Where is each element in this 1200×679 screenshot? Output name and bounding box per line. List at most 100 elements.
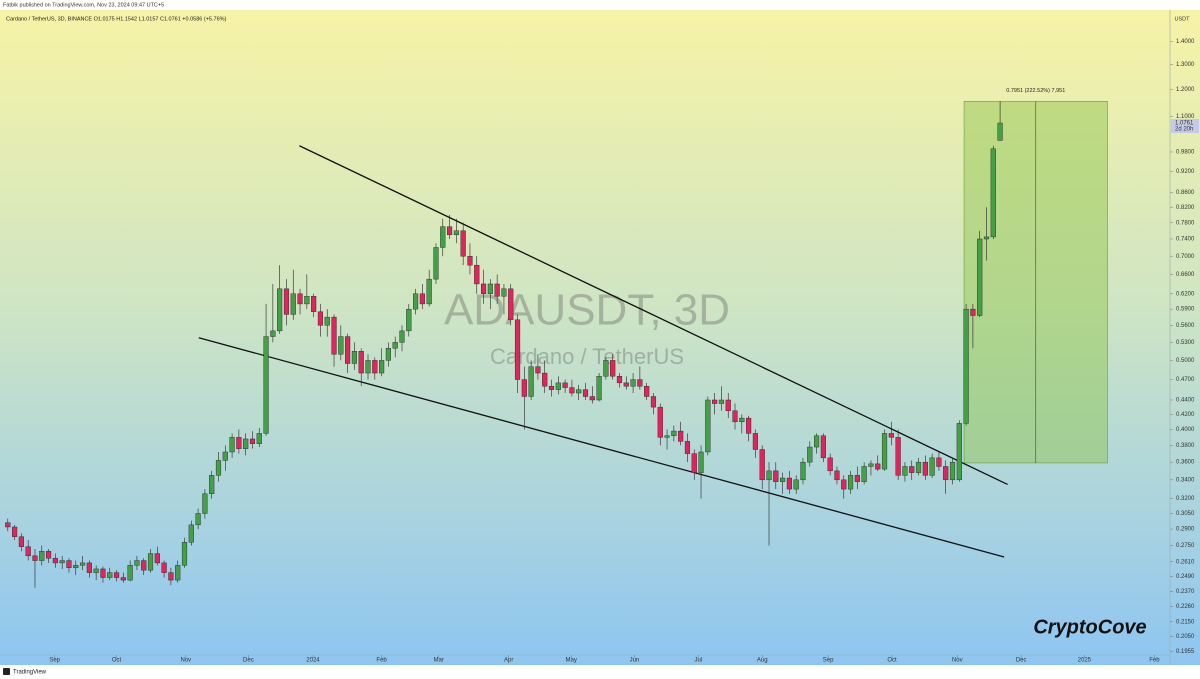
candle-body (820, 435, 826, 459)
candle-body (161, 562, 167, 573)
y-tick-label: 0.9800 (1176, 150, 1195, 156)
candle-body (73, 565, 79, 568)
y-tick-label: 0.9200 (1176, 169, 1195, 175)
candle-body (793, 479, 799, 490)
x-tick-label: Oct (112, 658, 122, 664)
candle-body (168, 572, 174, 581)
y-tick-label: 0.2260 (1176, 604, 1195, 610)
candle-body (134, 560, 140, 566)
candle-body (569, 387, 575, 394)
candle-body (338, 336, 344, 355)
candle-body (786, 477, 792, 490)
candle-body (494, 283, 500, 297)
candle-body (834, 470, 840, 481)
candle-body (915, 461, 922, 473)
candle-body (100, 568, 106, 578)
candle-body (555, 382, 561, 390)
candle-body (365, 360, 371, 374)
candle-body (990, 148, 996, 238)
y-tick-label: 1.2000 (1176, 87, 1195, 93)
candle-body (861, 466, 867, 482)
candle-body (351, 351, 357, 364)
candle-body (589, 396, 595, 401)
candle-body (854, 475, 860, 482)
y-tick-label: 0.1955 (1176, 649, 1195, 655)
y-tick-label: 0.6200 (1176, 291, 1195, 297)
candle-body (304, 296, 310, 305)
candle-body (773, 470, 779, 482)
y-tick-label: 0.4200 (1176, 412, 1195, 418)
watermark-subtitle: Cardano / TetherUS (490, 344, 684, 369)
candle-body (385, 348, 391, 361)
candle-body (657, 406, 663, 438)
y-tick-label: 0.5300 (1176, 340, 1195, 346)
y-tick-label: 0.2370 (1176, 589, 1195, 595)
signature: CryptoCove (1033, 616, 1146, 638)
candle-body (514, 319, 521, 380)
x-tick-label: Apr (504, 658, 513, 664)
candle-body (487, 283, 493, 294)
candle-body (712, 399, 718, 404)
candle-body (413, 293, 419, 310)
plot-area (5, 101, 1108, 588)
candle-body (970, 308, 976, 316)
x-tick-label: Aug (757, 658, 768, 664)
candle-body (949, 461, 956, 481)
candle-body (39, 551, 45, 561)
candle-body (691, 453, 697, 473)
candle-body (739, 417, 745, 423)
x-tick-label: Dec (243, 658, 254, 664)
candle-body (718, 399, 725, 404)
last-price-label: 1.0761 (1175, 121, 1194, 127)
candle-body (433, 247, 439, 280)
candle-body (113, 572, 120, 578)
candle-body (847, 475, 854, 490)
candle-body (671, 430, 677, 436)
candle-body (222, 451, 228, 461)
last-price-tag (1171, 119, 1199, 134)
candle-body (780, 477, 786, 482)
candle-body (596, 376, 602, 401)
candle-body (827, 457, 833, 472)
candle-body (141, 560, 147, 571)
candle-body (623, 382, 629, 387)
candle-body (881, 433, 888, 470)
candle-body (963, 308, 969, 424)
candle-body (154, 553, 160, 564)
y-tick-label: 0.7800 (1176, 220, 1195, 226)
candle-body (86, 562, 92, 573)
candle-body (5, 522, 11, 528)
currency-label: USDT (1175, 16, 1191, 22)
candle-body (45, 551, 52, 559)
candle-body (841, 479, 847, 490)
candle-body (372, 360, 378, 374)
y-tick-label: 0.4400 (1176, 398, 1195, 404)
candle-body (229, 437, 235, 453)
candle-body (18, 536, 24, 547)
trendline (299, 145, 1008, 486)
candle-body (664, 435, 670, 438)
candle-body (759, 449, 765, 481)
candle-body (895, 437, 901, 476)
y-tick-label: 0.5600 (1176, 323, 1195, 329)
candle-body (195, 513, 201, 526)
candle-body (582, 389, 589, 397)
candle-body (548, 386, 555, 390)
candle-body (202, 493, 208, 514)
candle-body (909, 466, 915, 473)
candle-body (460, 230, 466, 257)
x-tick-label: Feb (1149, 658, 1160, 664)
x-tick-label: May (566, 658, 577, 664)
candle-body (52, 557, 58, 564)
y-tick-label: 0.8600 (1176, 190, 1195, 196)
candle-body (66, 560, 72, 568)
y-tick-label: 0.5900 (1176, 307, 1195, 313)
candle-body (650, 396, 657, 408)
candle-body (521, 379, 527, 397)
candle-body (32, 555, 38, 561)
x-tick-label: Sep (49, 658, 60, 664)
candle-body (746, 417, 752, 434)
x-tick-label: 2024 (306, 658, 320, 664)
y-tick-label: 0.7000 (1176, 254, 1195, 260)
